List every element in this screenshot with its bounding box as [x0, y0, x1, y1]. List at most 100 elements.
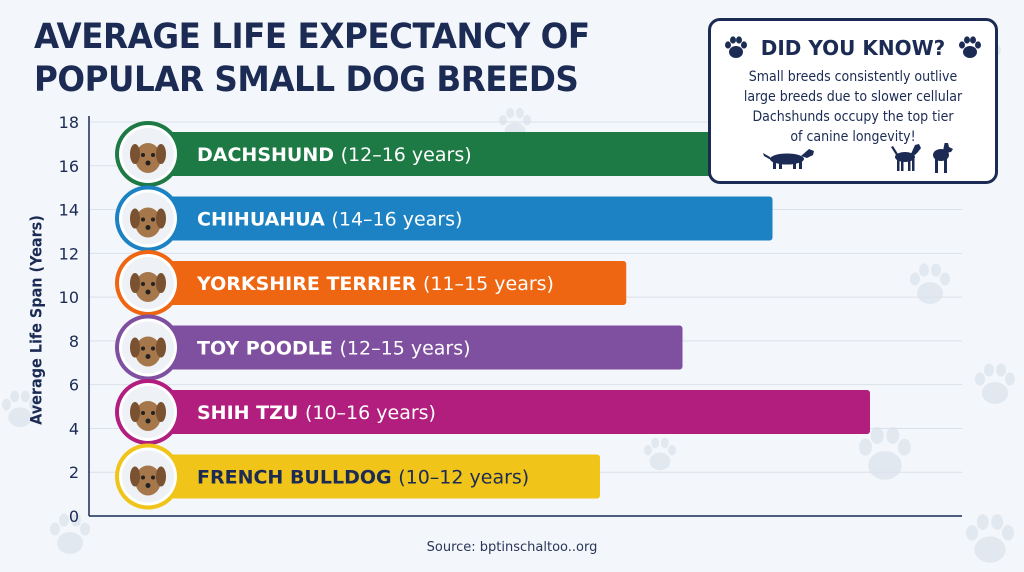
dog-eye [151, 346, 155, 351]
background-paw-icon [975, 363, 1015, 404]
breed-name: YORKSHIRE TERRIER [196, 273, 423, 295]
dog-eye [151, 411, 155, 415]
dog-head [135, 465, 161, 496]
callout-line: Dachshunds occupy the top tier [752, 109, 954, 125]
page-title: AVERAGE LIFE EXPECTANCY OF POPULAR SMALL… [34, 16, 590, 102]
bar [150, 454, 600, 499]
breed-name: SHIH TZU [197, 402, 305, 424]
dog-nose [145, 289, 151, 295]
breed-name: TOY POODLE [197, 338, 340, 360]
dog-eye [141, 153, 145, 157]
callout-line: of canine longevity! [790, 129, 916, 145]
chihuahua-photo [122, 192, 174, 245]
bar [150, 261, 627, 305]
dog-ear [130, 208, 140, 229]
callout-line: large breeds due to slower cellular [743, 89, 963, 105]
bar-group: FRENCH BULLDOG (10–12 years) [115, 443, 600, 510]
title-line-1: AVERAGE LIFE EXPECTANCY OF [34, 17, 590, 57]
dog-ear [156, 273, 166, 293]
breed-range: (10–12 years) [398, 467, 529, 489]
dog-ear [130, 466, 140, 487]
dog-eye [151, 282, 155, 286]
y-tick-label: 10 [59, 288, 79, 307]
dog-head [135, 143, 161, 173]
bar-group: SHIH TZU (10–16 years) [115, 379, 870, 445]
dog-nose [145, 225, 151, 230]
dog-nose [145, 160, 151, 166]
y-tick-label: 2 [69, 463, 79, 482]
dog-ear [156, 337, 166, 358]
dog-head [135, 401, 161, 431]
background-paw-icon [644, 437, 676, 471]
dog-ear [130, 144, 140, 164]
dog-eye [151, 475, 155, 480]
y-tick-label: 14 [59, 201, 79, 220]
dog-ear [130, 337, 140, 358]
paw-icon [724, 36, 747, 58]
source-note: Source: bptinschaltoo..org [426, 540, 598, 555]
dog-eye [151, 217, 155, 222]
dog-ear [130, 402, 140, 422]
y-tick-label: 12 [59, 244, 79, 263]
bar-group: CHIHUAHUA (14–16 years) [115, 185, 773, 252]
large-dog-silhouette-icon [933, 143, 953, 173]
y-tick-label: 8 [69, 332, 79, 351]
french-bulldog-photo [122, 450, 174, 503]
breed-name: DACHSHUND [197, 144, 341, 166]
dog-head [135, 207, 161, 238]
breed-range: (14–16 years) [331, 209, 462, 231]
did-you-know-callout: DID YOU KNOW? Small breeds consistently … [708, 18, 998, 184]
bar-label: TOY POODLE (12–15 years) [197, 338, 471, 360]
background-paw-icon [50, 513, 90, 554]
breed-range: (12–16 years) [341, 144, 472, 166]
dog-eye [141, 475, 145, 480]
bar-label: FRENCH BULLDOG (10–12 years) [197, 467, 529, 489]
breed-range: (10–16 years) [305, 402, 436, 424]
callout-header: DID YOU KNOW? [711, 31, 995, 65]
bar-label: CHIHUAHUA (14–16 years) [197, 209, 462, 231]
toy-poodle-photo [122, 321, 174, 374]
dog-nose [145, 418, 151, 424]
y-tick-label: 6 [69, 376, 79, 395]
background-paw-icon [1, 390, 38, 428]
bar-label: DACHSHUND (12–16 years) [197, 144, 472, 166]
dog-eye [141, 411, 145, 415]
dog-head [135, 336, 161, 367]
background-paw-icon [910, 263, 950, 304]
dog-head [135, 272, 161, 302]
bar [150, 390, 870, 434]
bar [150, 325, 683, 370]
dog-ear [130, 273, 140, 293]
dog-eye [141, 282, 145, 286]
yorkshire-terrier-photo [122, 257, 174, 309]
breed-range: (11–15 years) [423, 273, 554, 295]
dog-ear [156, 144, 166, 164]
dog-eye [141, 217, 145, 222]
bar-group: DACHSHUND (12–16 years) [115, 121, 750, 187]
breed-name: FRENCH BULLDOG [197, 467, 398, 489]
dog-silhouettes [763, 143, 953, 173]
small-dog-silhouette-icon [891, 144, 921, 171]
dog-ear [156, 208, 166, 229]
y-tick-label: 18 [59, 113, 79, 132]
bar [150, 196, 773, 241]
dachshund-photo [122, 128, 174, 180]
y-tick-label: 4 [69, 419, 79, 438]
callout-line: Small breeds consistently outlive [748, 69, 958, 85]
dog-eye [141, 346, 145, 351]
title-line-2: POPULAR SMALL DOG BREEDS [34, 60, 579, 100]
y-tick-label: 16 [59, 157, 79, 176]
dog-eye [151, 153, 155, 157]
y-tick-label: 0 [69, 507, 79, 526]
callout-text: Small breeds consistently outlive large … [725, 67, 981, 147]
shih-tzu-photo [122, 386, 174, 438]
dog-ear [156, 402, 166, 422]
bar [150, 132, 750, 176]
breed-range: (12–15 years) [340, 338, 471, 360]
background-paw-icon [966, 514, 1014, 563]
bar-label: YORKSHIRE TERRIER (11–15 years) [196, 273, 554, 295]
callout-title: DID YOU KNOW? [760, 36, 946, 60]
breed-name: CHIHUAHUA [197, 209, 331, 231]
dog-nose [145, 354, 151, 359]
